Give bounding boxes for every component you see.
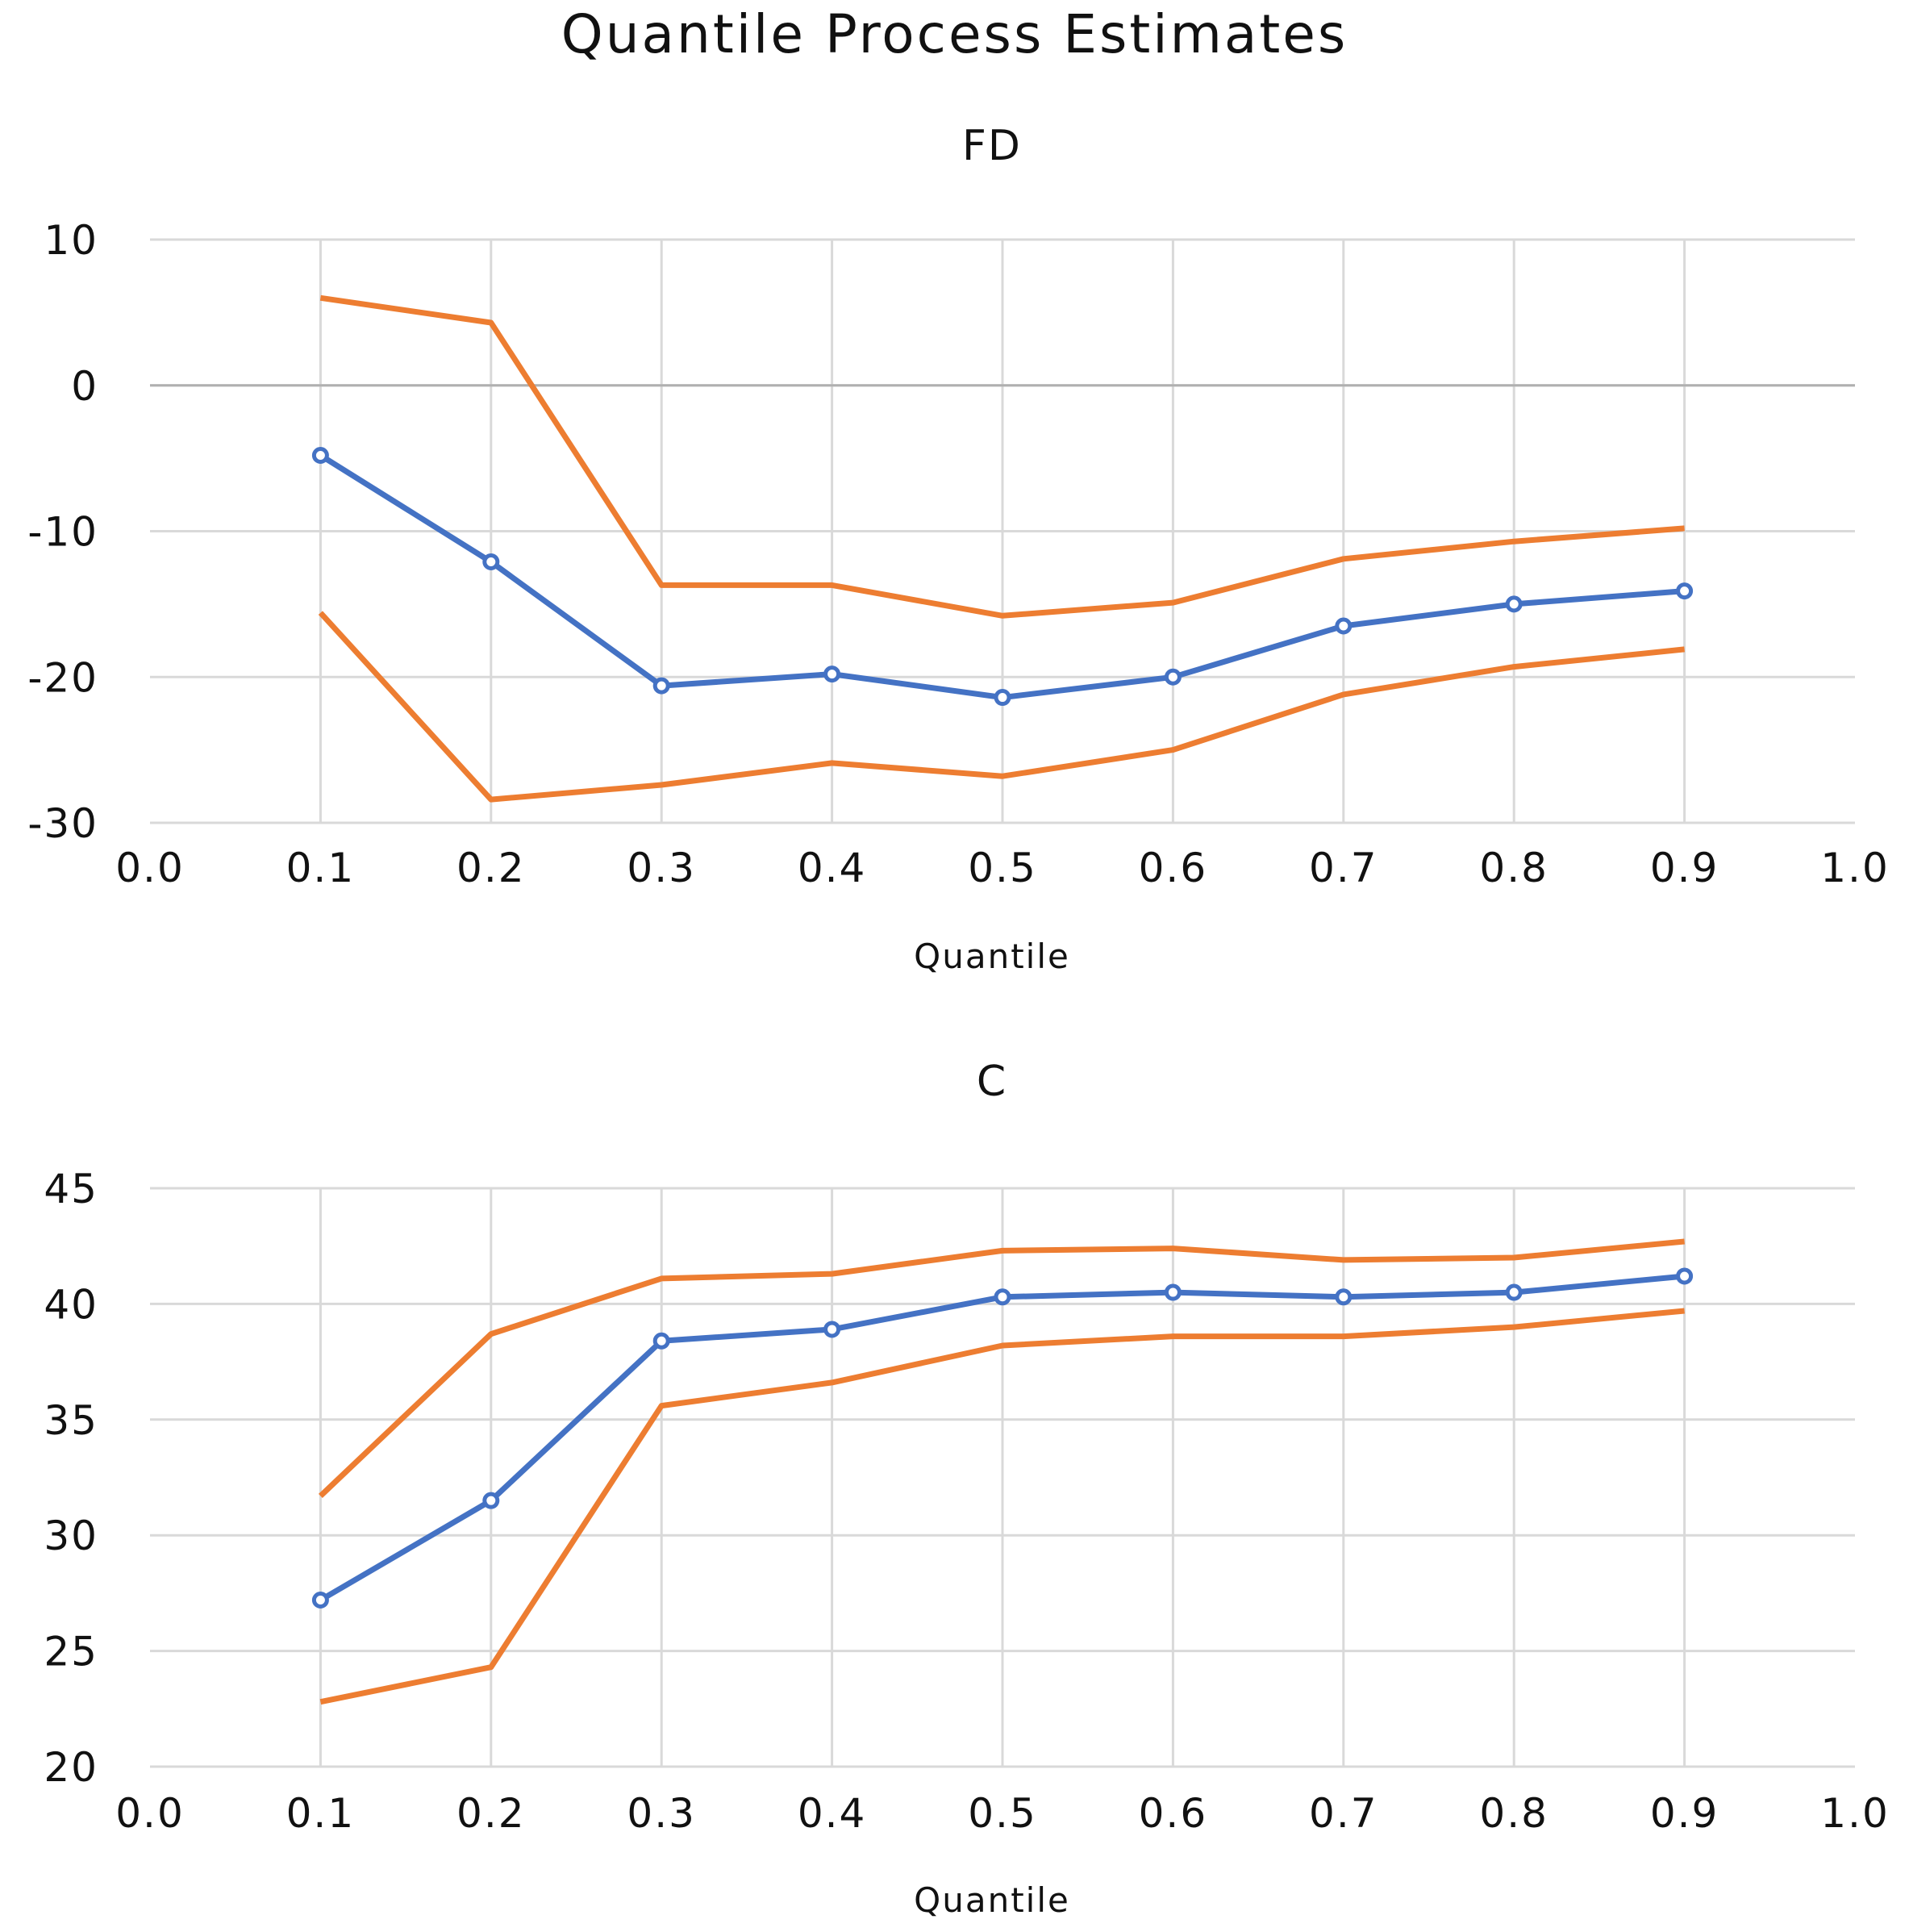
y-tick-label: 35 bbox=[44, 1397, 98, 1444]
upper-bound-line bbox=[319, 294, 1685, 619]
estimate-point bbox=[994, 689, 1011, 707]
y-tick-label: 20 bbox=[44, 1744, 98, 1791]
x-tick-label: 0.6 bbox=[1139, 845, 1208, 891]
estimate-point bbox=[1505, 1283, 1523, 1301]
x-tick-label: 0.7 bbox=[1309, 1790, 1378, 1837]
estimate-point bbox=[482, 553, 500, 570]
x-tick-label: 0.9 bbox=[1650, 1790, 1719, 1837]
x-tick-label: 0.2 bbox=[456, 845, 526, 891]
y-tick-label: -20 bbox=[27, 654, 98, 701]
x-tick-label: 0.9 bbox=[1650, 845, 1719, 891]
x-tick-label: 0.3 bbox=[627, 845, 696, 891]
estimate-point bbox=[1335, 1288, 1353, 1306]
estimate-point bbox=[652, 677, 670, 695]
estimate-point bbox=[652, 1332, 670, 1350]
x-tick-label: 1.0 bbox=[1820, 1790, 1890, 1837]
estimate-point bbox=[311, 447, 329, 465]
upper-bound-line bbox=[318, 1238, 1685, 1498]
x-tick-label: 0.0 bbox=[115, 845, 185, 891]
estimate-point bbox=[1164, 668, 1182, 686]
estimate-point bbox=[1676, 1267, 1694, 1285]
y-tick-label: 10 bbox=[44, 217, 98, 264]
x-tick-label: 0.1 bbox=[286, 845, 356, 891]
chart-fd: FD 10 0 -10 -20 -30 0.0 0.1 0.2 0.3 0.4 0.5 0.6 0.7 0.… bbox=[27, 122, 1887, 976]
estimate-point bbox=[1335, 617, 1353, 635]
x-tick-label: 1.0 bbox=[1820, 845, 1890, 891]
panel-title: C bbox=[977, 1058, 1007, 1106]
y-tick-label: 25 bbox=[44, 1629, 98, 1675]
estimate-point bbox=[311, 1592, 329, 1609]
estimate-point bbox=[823, 1321, 841, 1338]
x-tick-label: 0.0 bbox=[115, 1790, 185, 1837]
x-tick-label: 0.3 bbox=[627, 1790, 696, 1837]
x-axis-label: Quantile bbox=[914, 1880, 1070, 1920]
estimate-point bbox=[1164, 1283, 1182, 1301]
estimate-point bbox=[482, 1492, 500, 1509]
x-tick-label: 0.7 bbox=[1309, 845, 1378, 891]
panel-title: FD bbox=[962, 122, 1022, 170]
x-tick-label: 0.2 bbox=[456, 1790, 526, 1837]
y-tick-label: 45 bbox=[44, 1166, 98, 1212]
chart-c: C 45 40 35 30 25 20 0.0 0.1 0.2 0.3 0.4 0.5 0.6 0.7 0.8… bbox=[44, 1058, 1887, 1920]
x-axis-label: Quantile bbox=[914, 937, 1070, 976]
lower-bound-line bbox=[319, 1308, 1685, 1705]
estimate-point bbox=[1505, 595, 1523, 613]
figure-title: Quantile Process Estimates bbox=[561, 3, 1348, 65]
y-tick-label: 30 bbox=[44, 1513, 98, 1559]
y-tick-label: -30 bbox=[27, 800, 98, 847]
estimate-point bbox=[823, 666, 841, 683]
estimate-point bbox=[1676, 582, 1694, 600]
x-tick-label: 0.6 bbox=[1139, 1790, 1208, 1837]
estimate-point bbox=[994, 1288, 1011, 1306]
x-tick-label: 0.1 bbox=[286, 1790, 356, 1837]
lower-bound-line bbox=[318, 611, 1685, 803]
x-tick-label: 0.4 bbox=[798, 1790, 867, 1837]
x-tick-label: 0.8 bbox=[1479, 1790, 1548, 1837]
y-tick-label: 40 bbox=[44, 1281, 98, 1328]
y-tick-label: -10 bbox=[27, 509, 98, 556]
y-tick-label: 0 bbox=[71, 363, 98, 410]
x-tick-label: 0.5 bbox=[968, 845, 1037, 891]
x-tick-label: 0.5 bbox=[968, 1790, 1037, 1837]
x-tick-label: 0.8 bbox=[1479, 845, 1548, 891]
x-tick-label: 0.4 bbox=[798, 845, 867, 891]
